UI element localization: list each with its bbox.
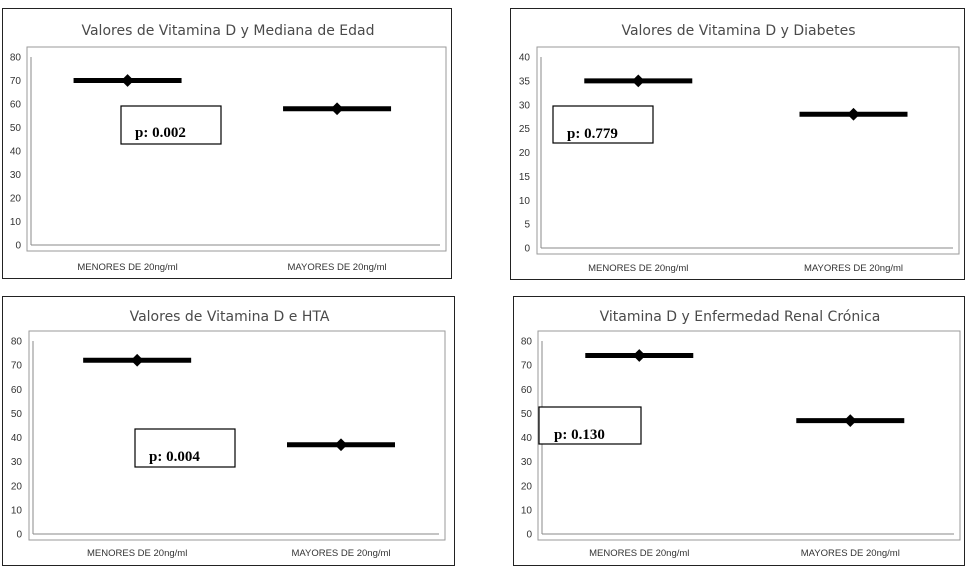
chart-title: Valores de Vitamina D y Diabetes <box>621 23 855 39</box>
y-tick-label: 50 <box>10 123 22 134</box>
p-value-label: p: 0.004 <box>149 449 200 465</box>
y-tick-label: 40 <box>519 53 531 64</box>
p-value-label: p: 0.779 <box>567 126 618 142</box>
plot-area <box>26 46 447 252</box>
y-tick-label: 50 <box>521 409 533 420</box>
y-tick-label: 60 <box>10 100 22 111</box>
x-category-label: MAYORES DE 20ng/ml <box>288 262 387 273</box>
chart-title: Valores de Vitamina D y Mediana de Edad <box>81 23 374 39</box>
chart-svg-3: Valores de Vitamina D e HTA 0 10 20 30 40 50 60… <box>11 309 446 559</box>
y-tick-label: 20 <box>11 481 23 492</box>
y-tick-label: 0 <box>15 241 21 252</box>
y-tick-label: 0 <box>16 530 22 541</box>
x-category-label: MAYORES DE 20ng/ml <box>291 548 390 559</box>
y-tick-label: 5 <box>524 220 530 231</box>
y-tick-label: 40 <box>10 147 22 158</box>
value-marker <box>632 349 646 362</box>
x-category-label: MENORES DE 20ng/ml <box>588 263 688 274</box>
x-category-label: MENORES DE 20ng/ml <box>589 548 689 559</box>
y-tick-label: 20 <box>10 194 22 205</box>
y-tick-label: 60 <box>521 385 533 396</box>
value-marker <box>334 438 348 452</box>
y-tick-label: 10 <box>521 505 533 516</box>
y-tick-label: 30 <box>519 100 531 111</box>
plot-area <box>536 46 960 255</box>
chart-title: Vitamina D y Enfermedad Renal Crónica <box>600 309 881 325</box>
chart-panel-2: Valores de Vitamina D y Diabetes 0 5 10 15 20… <box>510 8 965 280</box>
y-tick-label: 20 <box>519 148 531 159</box>
chart-panel-4: Vitamina D y Enfermedad Renal Crónica 0 10… <box>513 296 965 566</box>
y-tick-label: 70 <box>11 361 23 372</box>
p-value-box <box>134 428 236 468</box>
y-tick-label: 80 <box>521 337 533 348</box>
x-category-label: MAYORES DE 20ng/ml <box>804 263 903 274</box>
y-tick-label: 35 <box>519 76 531 87</box>
y-tick-label: 30 <box>521 457 533 468</box>
chart-svg-1: Valores de Vitamina D y Mediana de Edad 0… <box>10 23 447 273</box>
chart-title: Valores de Vitamina D e HTA <box>130 309 330 325</box>
y-tick-label: 70 <box>521 361 533 372</box>
value-marker <box>631 74 645 88</box>
value-marker <box>847 107 860 121</box>
y-tick-label: 10 <box>10 217 22 228</box>
y-tick-label: 60 <box>11 385 23 396</box>
value-marker <box>121 74 134 87</box>
plot-area <box>28 330 446 541</box>
y-tick-label: 20 <box>521 481 533 492</box>
y-tick-label: 10 <box>11 505 23 516</box>
p-value-label: p: 0.002 <box>135 125 186 141</box>
x-category-label: MENORES DE 20ng/ml <box>77 262 177 273</box>
y-tick-label: 80 <box>10 53 22 64</box>
value-marker <box>130 353 144 367</box>
y-tick-label: 30 <box>10 170 22 181</box>
chart-panel-1: Valores de Vitamina D y Mediana de Edad 0… <box>2 8 452 279</box>
value-marker <box>330 102 344 116</box>
p-value-label: p: 0.130 <box>554 427 605 443</box>
y-tick-label: 70 <box>10 76 22 87</box>
y-tick-label: 10 <box>519 196 531 207</box>
x-category-label: MAYORES DE 20ng/ml <box>801 548 900 559</box>
chart-panel-3: Valores de Vitamina D e HTA 0 10 20 30 40 50 60… <box>2 296 455 566</box>
y-tick-label: 40 <box>11 433 23 444</box>
y-tick-label: 15 <box>519 172 531 183</box>
y-tick-label: 30 <box>11 457 23 468</box>
y-tick-label: 50 <box>11 409 23 420</box>
p-value-box <box>120 105 222 145</box>
chart-svg-2: Valores de Vitamina D y Diabetes 0 5 10 15 20… <box>519 23 960 274</box>
y-tick-label: 80 <box>11 337 23 348</box>
y-tick-label: 25 <box>519 124 531 135</box>
p-value-box <box>538 406 642 445</box>
plot-area <box>537 330 961 541</box>
x-category-label: MENORES DE 20ng/ml <box>87 548 187 559</box>
chart-svg-4: Vitamina D y Enfermedad Renal Crónica 0 10… <box>521 309 961 559</box>
p-value-box <box>552 105 654 144</box>
value-marker <box>843 414 857 427</box>
y-tick-label: 0 <box>524 244 530 255</box>
y-tick-label: 40 <box>521 433 533 444</box>
y-tick-label: 0 <box>526 530 532 541</box>
